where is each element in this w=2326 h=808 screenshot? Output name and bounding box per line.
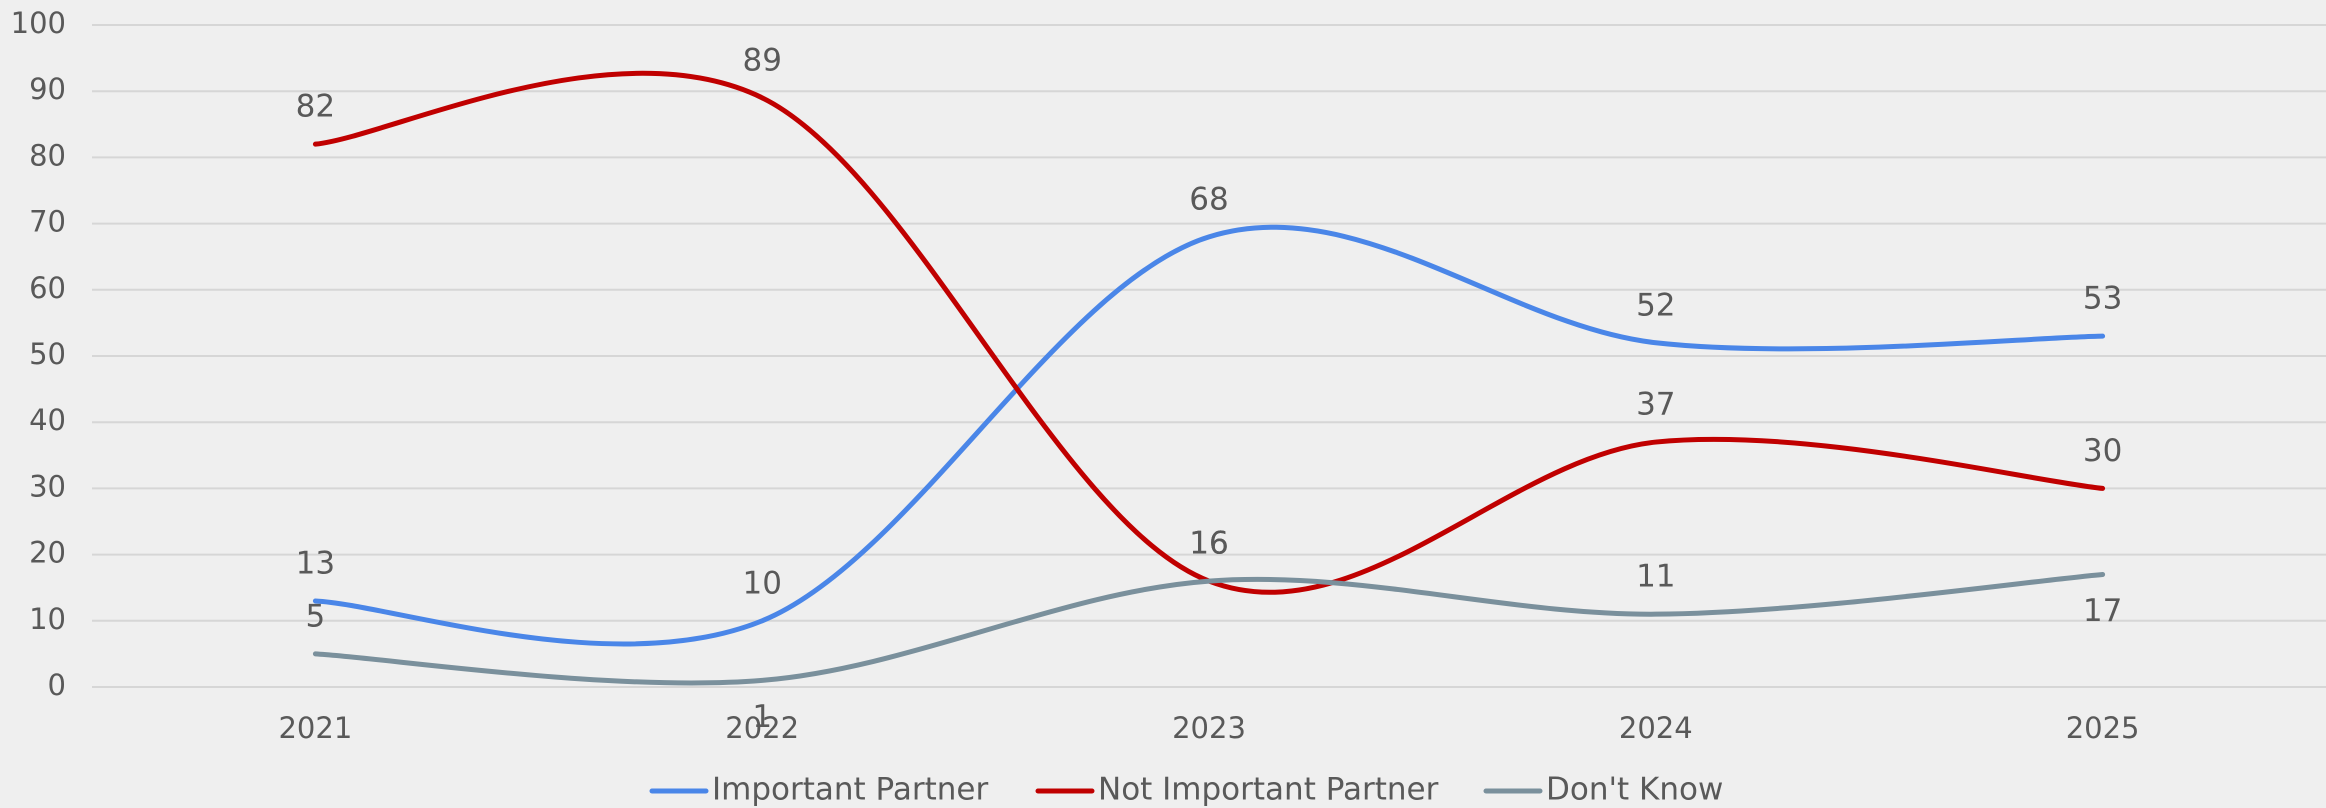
y-tick-label: 90 bbox=[29, 72, 66, 106]
x-tick-label: 2022 bbox=[725, 711, 799, 745]
data-label: 11 bbox=[1636, 559, 1675, 595]
series-line bbox=[312, 70, 2106, 595]
data-label: 17 bbox=[2083, 593, 2122, 629]
data-label: 16 bbox=[1189, 526, 1228, 562]
data-label: 5 bbox=[306, 598, 326, 634]
data-label: 30 bbox=[2083, 433, 2122, 469]
data-label: 89 bbox=[742, 42, 781, 78]
x-tick-label: 2024 bbox=[1619, 711, 1693, 745]
data-label: 1 bbox=[752, 699, 772, 735]
x-tick-label: 2021 bbox=[278, 711, 352, 745]
y-tick-label: 80 bbox=[29, 138, 66, 172]
y-tick-label: 60 bbox=[29, 271, 66, 305]
data-label: 13 bbox=[296, 545, 335, 581]
y-tick-label: 10 bbox=[29, 602, 66, 636]
legend-label: Don't Know bbox=[1546, 772, 1723, 808]
data-label: 16 bbox=[1189, 526, 1228, 562]
y-tick-label: 30 bbox=[29, 469, 66, 503]
data-label: 82 bbox=[296, 89, 335, 125]
series-line bbox=[312, 224, 2106, 647]
data-label: 10 bbox=[742, 565, 781, 601]
legend-label: Important Partner bbox=[712, 772, 988, 808]
data-label: 52 bbox=[1636, 287, 1675, 323]
data-label: 53 bbox=[2083, 281, 2122, 317]
y-tick-label: 50 bbox=[29, 337, 66, 371]
y-tick-label: 100 bbox=[11, 6, 66, 40]
data-label: 68 bbox=[1189, 181, 1228, 217]
x-tick-label: 2025 bbox=[2066, 711, 2140, 745]
y-tick-label: 0 bbox=[48, 668, 66, 702]
y-tick-label: 20 bbox=[29, 536, 66, 570]
y-tick-label: 70 bbox=[29, 205, 66, 239]
x-tick-label: 2023 bbox=[1172, 711, 1246, 745]
y-tick-label: 40 bbox=[29, 403, 66, 437]
series-line bbox=[312, 571, 2106, 686]
legend-label: Not Important Partner bbox=[1098, 772, 1439, 808]
data-label: 37 bbox=[1636, 387, 1675, 423]
